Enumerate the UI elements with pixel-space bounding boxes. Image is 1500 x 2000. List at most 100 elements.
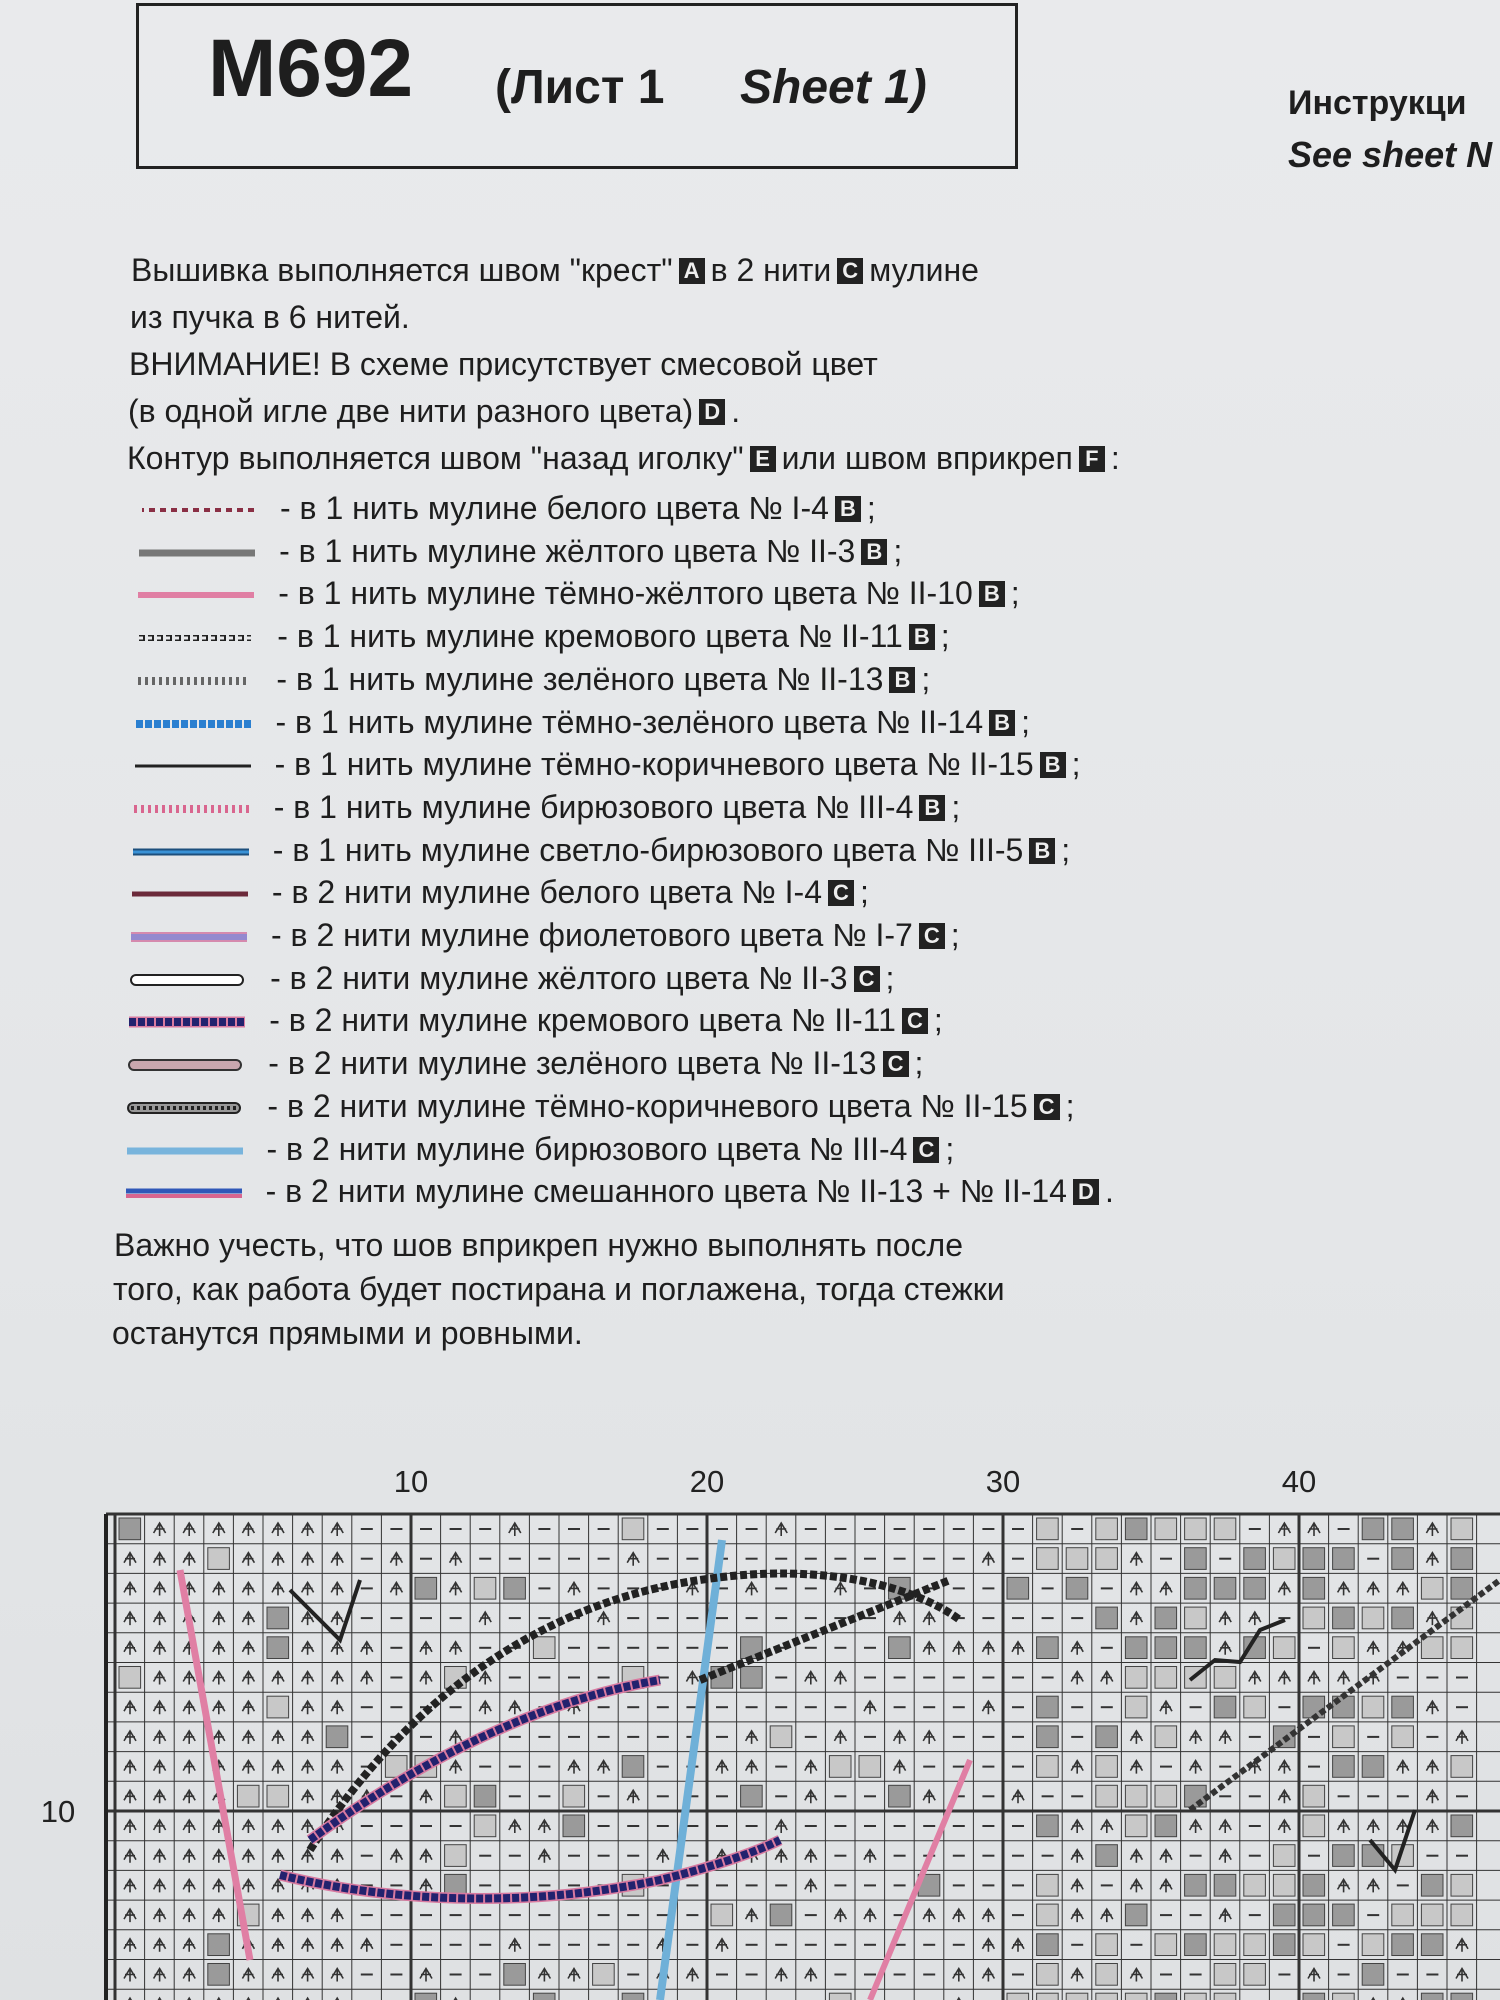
cell-symbol bbox=[981, 1551, 996, 1566]
legend-end: ; bbox=[1061, 831, 1071, 868]
cell-fill bbox=[562, 1784, 586, 1808]
text: из пучка в 6 нитей. bbox=[130, 299, 410, 335]
cell-symbol bbox=[922, 1640, 936, 1655]
cell-fill bbox=[1272, 1636, 1296, 1660]
stitch bbox=[867, 1758, 973, 2000]
legend-item: - в 2 нити мулине зелёного цвета № II-13… bbox=[268, 1043, 923, 1083]
cell-fill bbox=[1213, 1992, 1237, 2000]
cell-fill bbox=[1184, 1992, 1207, 2000]
cell-fill bbox=[503, 1576, 526, 1600]
cell-symbol bbox=[182, 1521, 196, 1536]
cell-fill bbox=[118, 1517, 142, 1541]
cell-fill bbox=[1450, 1517, 1474, 1541]
cell-fill bbox=[1213, 1666, 1237, 1689]
cell-symbol bbox=[305, 1996, 310, 2000]
cell-fill bbox=[1450, 1873, 1474, 1897]
cell-fill bbox=[828, 1992, 852, 2000]
cell-fill bbox=[473, 1784, 497, 1808]
cell-symbol bbox=[596, 1610, 611, 1626]
cell-symbol bbox=[1100, 1907, 1114, 1923]
cell-symbol bbox=[685, 1966, 700, 1982]
cell-symbol bbox=[123, 1699, 137, 1715]
cell-symbol bbox=[182, 1877, 196, 1893]
legend-item: - в 1 нить мулине тёмно-коричневого цвет… bbox=[275, 744, 1081, 784]
cell-symbol bbox=[448, 1729, 463, 1744]
cell-symbol bbox=[833, 1669, 848, 1685]
cell-symbol bbox=[123, 1788, 137, 1804]
cell-fill bbox=[207, 1963, 230, 1986]
badge: F bbox=[1078, 446, 1105, 472]
cell-fill bbox=[1006, 1576, 1030, 1600]
legend-end: ; bbox=[885, 959, 895, 996]
cell-fill bbox=[1420, 1873, 1444, 1897]
cell-symbol bbox=[1188, 1729, 1203, 1744]
cell-fill bbox=[444, 1844, 467, 1867]
cell-fill bbox=[1361, 1933, 1385, 1956]
cell-fill bbox=[266, 1636, 290, 1660]
cell-fill bbox=[888, 1636, 911, 1660]
cell-symbol bbox=[478, 1669, 492, 1685]
cell-symbol bbox=[1129, 1848, 1144, 1863]
legend-sample bbox=[130, 973, 245, 986]
text: Контур выполняется швом "назад иголку" bbox=[127, 440, 744, 476]
cell-fill bbox=[1124, 1636, 1148, 1660]
cell-symbol bbox=[448, 1759, 463, 1774]
cell-symbol bbox=[1129, 1580, 1144, 1596]
cell-fill bbox=[1213, 1576, 1237, 1600]
cell-symbol bbox=[182, 1729, 196, 1744]
legend-end: ; bbox=[945, 1130, 955, 1167]
cell-symbol bbox=[1159, 1877, 1173, 1893]
cell-symbol bbox=[1218, 1640, 1232, 1655]
cell-fill bbox=[1332, 1903, 1355, 1927]
cell-fill bbox=[207, 1547, 230, 1570]
cell-fill bbox=[1272, 1547, 1296, 1570]
cell-fill bbox=[1391, 1695, 1414, 1719]
cell-symbol bbox=[1455, 1966, 1469, 1982]
badge: A bbox=[678, 258, 705, 284]
cell-symbol bbox=[152, 1610, 167, 1626]
cell-symbol bbox=[212, 1669, 226, 1685]
legend-text: - в 2 нити мулине смешанного цвета № II-… bbox=[265, 1173, 1067, 1210]
badge: B bbox=[989, 709, 1016, 736]
cell-symbol bbox=[952, 1907, 966, 1923]
legend-sample bbox=[139, 635, 252, 642]
cell-fill bbox=[1391, 1517, 1414, 1541]
legend-sample bbox=[132, 848, 249, 856]
cell-symbol bbox=[833, 1907, 848, 1923]
cell-symbol bbox=[567, 1966, 581, 1982]
cell-symbol bbox=[152, 1640, 167, 1655]
cell-fill bbox=[1065, 1992, 1089, 2000]
cell-fill bbox=[1332, 1992, 1355, 2000]
cell-fill bbox=[1332, 1547, 1355, 1570]
stitch bbox=[656, 1539, 726, 2000]
cell-symbol bbox=[330, 1669, 344, 1685]
cell-fill bbox=[1213, 1963, 1237, 1986]
cell-symbol bbox=[212, 1848, 226, 1863]
cell-fill bbox=[1154, 1517, 1178, 1541]
cell-symbol bbox=[241, 1580, 256, 1596]
cell-symbol bbox=[182, 1937, 196, 1952]
cell-fill bbox=[532, 1636, 556, 1660]
cell-symbol bbox=[1011, 1788, 1025, 1804]
cell-symbol bbox=[1070, 1848, 1084, 1863]
cell-fill bbox=[1184, 1576, 1207, 1600]
legend-text: - в 1 нить мулине бирюзового цвета № III… bbox=[273, 788, 914, 825]
cell-symbol bbox=[478, 1610, 492, 1626]
cell-symbol bbox=[1218, 1610, 1232, 1626]
cell-symbol bbox=[300, 1848, 315, 1863]
cell-fill bbox=[1124, 1814, 1148, 1838]
cell-symbol bbox=[1248, 1669, 1262, 1685]
cell-fill bbox=[1361, 1606, 1385, 1630]
cell-fill bbox=[1036, 1636, 1059, 1660]
cell-symbol bbox=[774, 1848, 788, 1863]
column-label: 10 bbox=[394, 1464, 428, 1499]
cell-fill bbox=[888, 1784, 911, 1808]
cell-symbol bbox=[1011, 1937, 1025, 1952]
cell-fill bbox=[1184, 1517, 1207, 1541]
cell-fill bbox=[1361, 1695, 1385, 1719]
cell-symbol bbox=[123, 1937, 137, 1952]
cell-fill bbox=[473, 1814, 497, 1838]
cell-symbol bbox=[300, 1699, 315, 1715]
cell-symbol bbox=[212, 1907, 226, 1923]
